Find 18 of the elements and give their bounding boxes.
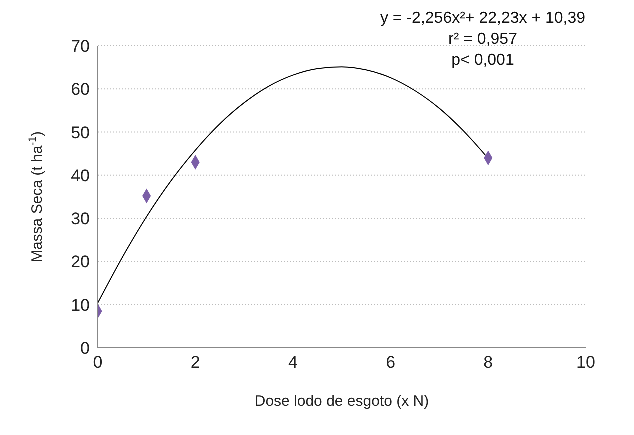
x-axis-title: Dose lodo de esgoto (x N) [254,393,430,410]
x-tick-label: 0 [93,353,103,372]
x-tick-label: 6 [386,353,396,372]
x-tick-label: 8 [484,353,494,372]
y-tick-label: 10 [71,296,90,315]
annotation: r² = 0,957 [448,30,518,50]
y-tick-label: 20 [71,252,90,272]
text: y = -2,256x²+ 22,23x + 10,39 [379,9,587,29]
y-tick-label: 60 [71,80,90,100]
y-tick-label: 70 [71,37,90,56]
y-tick-label: 50 [71,123,90,142]
y-tick-label: 30 [71,210,90,229]
x-tick-label: 4 [288,353,298,372]
y-tick-label: 0 [80,339,90,358]
annotation: p< 0,001 [450,51,516,71]
y-tick-label: 40 [71,166,90,186]
x-tick-label: 2 [190,353,200,372]
x-tick-label: 10 [576,353,596,372]
